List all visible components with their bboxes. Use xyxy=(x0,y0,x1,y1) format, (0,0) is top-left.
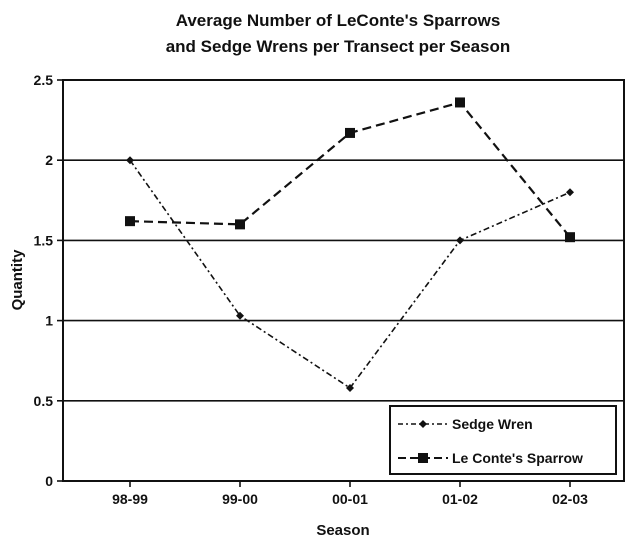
x-tick-label: 01-02 xyxy=(442,491,478,507)
data-point-sedge-wren xyxy=(236,311,244,320)
legend-label-sedge-wren: Sedge Wren xyxy=(452,416,533,432)
y-axis: 0 0.5 1 1.5 2 2.5 xyxy=(34,72,63,489)
x-tick-label: 98-99 xyxy=(112,491,148,507)
x-tick-label: 02-03 xyxy=(552,491,588,507)
chart-title-line-2: and Sedge Wrens per Transect per Season xyxy=(166,37,511,56)
series-layer xyxy=(125,97,575,392)
y-tick-label: 0.5 xyxy=(34,393,54,409)
x-tick-label: 00-01 xyxy=(332,491,368,507)
legend-box xyxy=(389,405,617,475)
legend-marker-sedge-wren xyxy=(419,420,427,428)
legend-marker-le-contes-sparrow xyxy=(418,453,428,463)
y-tick-label: 2.5 xyxy=(34,72,54,88)
legend: Sedge Wren Le Conte's Sparrow xyxy=(389,405,617,475)
chart-title-line-1: Average Number of LeConte's Sparrows xyxy=(176,11,501,30)
data-point-le-conte-s-sparrow xyxy=(455,97,465,108)
legend-label-le-contes-sparrow: Le Conte's Sparrow xyxy=(452,450,583,466)
x-axis-title: Season xyxy=(316,522,369,539)
data-point-le-conte-s-sparrow xyxy=(345,127,355,138)
data-point-le-conte-s-sparrow xyxy=(235,219,245,230)
y-axis-title: Quantity xyxy=(9,249,26,310)
x-axis: 98-99 99-00 00-01 01-02 02-03 xyxy=(112,481,588,507)
data-point-sedge-wren xyxy=(346,383,354,392)
x-tick-label: 99-00 xyxy=(222,491,258,507)
data-point-sedge-wren xyxy=(456,236,464,245)
gridlines xyxy=(63,159,624,402)
y-tick-label: 2 xyxy=(45,152,53,168)
series-line-le-conte-s-sparrow xyxy=(129,101,571,238)
y-tick-label: 1 xyxy=(45,313,53,329)
data-point-sedge-wren xyxy=(126,156,134,165)
y-tick-label: 1.5 xyxy=(34,232,54,248)
plot-area-border xyxy=(62,79,625,482)
series-line-sedge-wren xyxy=(129,159,571,390)
data-point-sedge-wren xyxy=(566,188,574,197)
data-point-le-conte-s-sparrow xyxy=(125,216,135,227)
y-tick-label: 0 xyxy=(45,473,53,489)
data-point-le-conte-s-sparrow xyxy=(565,232,575,243)
